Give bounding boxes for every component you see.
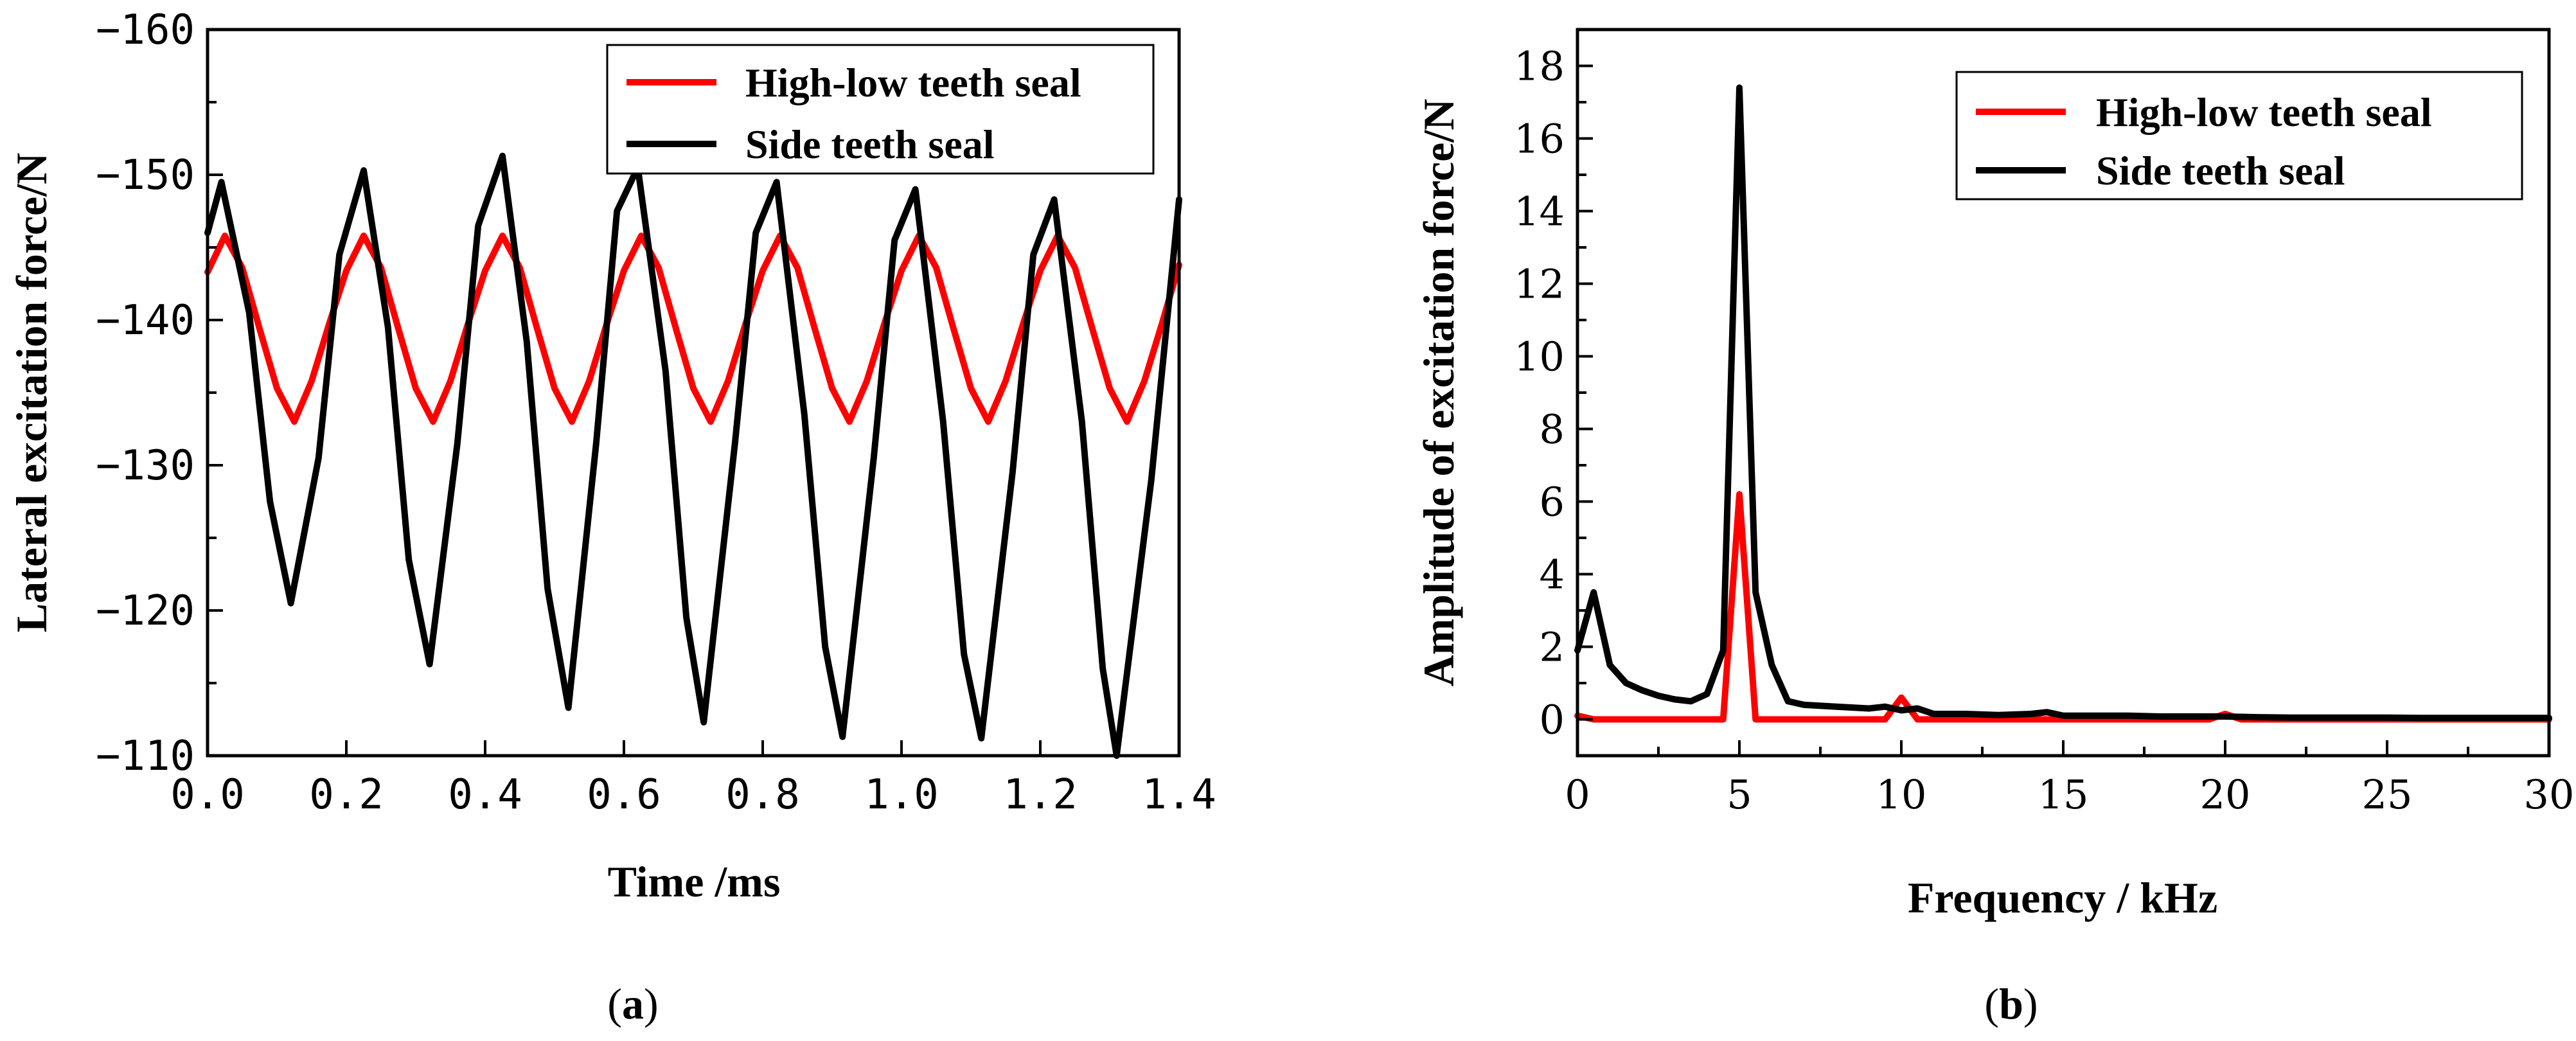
y-axis-title-b: Amplitude of excitation force/N [1414,99,1463,687]
x-axis-title-b: Frequency / kHz [1908,873,2217,922]
y-tick-label-b: 2 [1540,624,1565,671]
y-tick-label-b: 6 [1540,479,1565,526]
y-tick-labels-b: 0 2 4 6 8 10 12 14 16 18 [1514,43,1565,743]
x-tick-label-b: 10 [1876,771,1927,818]
y-tick-label-a: −110 [96,733,195,780]
caption-a: (a) [607,979,658,1028]
y-axis-title-a: Lateral excitation force/N [7,153,56,632]
y-tick-label-a: −140 [96,297,195,344]
series-group-a [204,152,1182,759]
x-tick-label-a: 0.4 [448,771,522,819]
x-tick-label-b: 25 [2362,771,2413,818]
x-tick-label-a: 0.2 [309,771,384,819]
series-group-b [1574,84,2552,723]
caption-b-open: ( [1984,979,1999,1028]
y-tick-label-a: −120 [96,587,195,635]
x-tick-label-b: 0 [1565,771,1590,818]
legend-b: High-low teeth seal Side teeth seal [1955,71,2523,200]
chart-panel-b: 0 5 10 15 20 25 30 0 2 4 6 8 10 12 14 16 18 Frequency /… [1414,28,2574,1028]
caption-b-close: ) [2023,979,2038,1028]
caption-a-letter: a [622,979,644,1028]
legend-label-a-high-low: High-low teeth seal [745,60,1081,105]
series-line-a-0 [204,232,1182,425]
legend-a: High-low teeth seal Side teeth seal [606,44,1155,175]
x-tick-labels-a: 0.0 0.2 0.4 0.6 0.8 1.0 1.2 1.4 [170,771,1216,819]
x-tick-labels-b: 0 5 10 15 20 25 30 [1565,771,2574,818]
x-axis-title-a: Time /ms [608,857,781,906]
chart-panel-a: 0.0 0.2 0.4 0.6 0.8 1.0 1.2 1.4 −160 −150 −140 −13… [7,6,1216,1028]
caption-b-letter: b [1999,979,2023,1028]
y-tick-label-b: 10 [1514,334,1565,380]
y-tick-labels-a: −160 −150 −140 −130 −120 −110 [96,6,195,780]
x-tick-label-a: 1.2 [1003,771,1078,819]
legend-label-b-high-low: High-low teeth seal [2096,89,2432,135]
y-tick-label-a: −150 [96,152,195,199]
y-tick-label-b: 12 [1514,261,1565,308]
legend-label-b-side: Side teeth seal [2096,148,2345,193]
x-tick-label-b: 20 [2200,771,2251,818]
y-tick-label-b: 14 [1514,188,1565,235]
x-tick-label-a: 1.0 [864,771,939,819]
caption-a-open: ( [607,979,622,1028]
y-tick-label-b: 8 [1540,406,1565,453]
x-tick-label-a: 0.0 [170,771,245,819]
x-tick-label-b: 15 [2038,771,2089,818]
y-tick-label-b: 18 [1514,43,1565,90]
series-line-b-1 [1574,84,2552,722]
caption-b: (b) [1984,979,2038,1028]
x-tick-label-b: 5 [1727,771,1752,818]
legend-box-b [1955,71,2523,200]
x-tick-label-a: 0.6 [587,771,661,819]
x-tick-label-a: 1.4 [1142,771,1216,819]
y-tick-label-a: −130 [96,442,195,490]
caption-a-close: ) [644,979,659,1028]
y-tick-label-b: 16 [1514,116,1565,163]
plot-frame-a [206,28,1181,758]
plot-frame-b [1576,28,2551,758]
y-tick-label-b: 4 [1540,551,1565,598]
series-line-a-1 [204,152,1182,759]
legend-label-a-side: Side teeth seal [745,121,995,167]
x-tick-label-b: 30 [2524,771,2575,818]
y-tick-label-b: 0 [1540,697,1565,743]
y-tick-label-a: −160 [96,6,195,54]
x-tick-label-a: 0.8 [725,771,800,819]
legend-box-a [606,44,1155,175]
